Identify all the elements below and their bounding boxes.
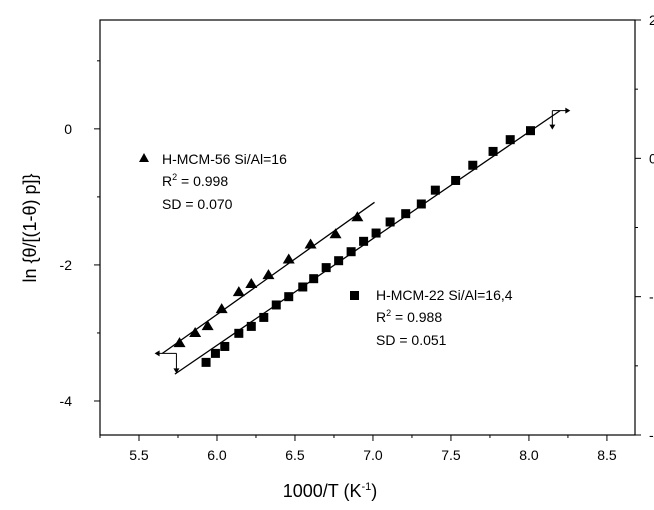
arrow-head <box>549 124 556 130</box>
data-point-h-mcm-22 <box>234 328 244 338</box>
legend-marker-h-mcm-22 <box>350 291 359 300</box>
x-axis-title-close: ) <box>371 481 377 501</box>
data-point-h-mcm-56 <box>329 228 342 239</box>
data-point-h-mcm-22 <box>321 263 331 273</box>
data-point-h-mcm-22 <box>210 348 220 358</box>
arrow-head <box>154 350 160 357</box>
left-y-tick-label: -4 <box>60 393 73 409</box>
right-y-tick-label: 2 <box>649 12 654 28</box>
x-tick-label: 7.0 <box>363 447 383 463</box>
data-point-h-mcm-22 <box>359 236 369 246</box>
right-y-tick-label: 0 <box>649 150 654 166</box>
data-point-h-mcm-22 <box>271 300 281 310</box>
x-tick-label: 5.5 <box>129 447 149 463</box>
data-point-h-mcm-22 <box>346 247 356 257</box>
sd-annotation-h-mcm-22: SD = 0.051 <box>376 332 447 348</box>
x-axis-ticks: 5.5 6.0 6.5 7.0 7.5 8.0 8.5 <box>99 435 617 463</box>
x-tick-label: 7.5 <box>441 447 461 463</box>
data-point-h-mcm-22 <box>201 357 211 367</box>
data-point-h-mcm-56 <box>245 277 258 288</box>
x-tick-label: 8.0 <box>519 447 539 463</box>
data-point-h-mcm-22 <box>505 135 515 145</box>
data-point-h-mcm-22 <box>401 209 411 219</box>
right-y-tick-label: -4 <box>649 427 654 443</box>
r2-annotation-h-mcm-22: R2 = 0.988 <box>376 308 442 325</box>
data-point-h-mcm-22 <box>334 256 344 266</box>
y-axis-title: ln {θ/[(1-θ) p]} <box>20 173 40 282</box>
data-point-h-mcm-22 <box>309 274 319 284</box>
data-point-h-mcm-22 <box>416 199 426 209</box>
right-y-tick-label: -2 <box>649 289 654 305</box>
sd-annotation-h-mcm-56: SD = 0.070 <box>162 196 233 212</box>
data-point-h-mcm-56 <box>173 337 186 348</box>
data-point-h-mcm-56 <box>189 326 202 337</box>
data-points <box>173 126 535 367</box>
arrow-head <box>565 107 571 114</box>
axis-indicator-arrows <box>154 107 571 374</box>
legend-label-h-mcm-22: H-MCM-22 Si/Al=16,4 <box>376 287 513 303</box>
x-tick-label: 6.5 <box>285 447 305 463</box>
data-point-h-mcm-22 <box>259 312 269 322</box>
data-point-h-mcm-22 <box>298 282 308 292</box>
x-tick-label: 8.5 <box>597 447 617 463</box>
data-point-h-mcm-22 <box>468 160 478 170</box>
right-y-axis-ticks: 2 0 -2 -4 <box>635 12 654 443</box>
data-point-h-mcm-56 <box>351 211 364 222</box>
left-y-tick-label: -2 <box>60 257 73 273</box>
legend-marker-h-mcm-56 <box>139 153 149 162</box>
data-point-h-mcm-56 <box>282 253 295 264</box>
left-y-axis-ticks: 0 -2 -4 <box>60 60 100 409</box>
r2-annotation-h-mcm-56: R2 = 0.998 <box>162 172 228 189</box>
data-point-h-mcm-22 <box>488 146 498 156</box>
data-point-h-mcm-56 <box>262 269 275 280</box>
data-point-h-mcm-22 <box>246 321 256 331</box>
data-point-h-mcm-22 <box>525 126 535 136</box>
data-point-h-mcm-56 <box>232 286 245 297</box>
data-point-h-mcm-22 <box>430 185 440 195</box>
data-point-h-mcm-22 <box>284 292 294 302</box>
x-axis-title-exponent: -1 <box>361 481 371 493</box>
data-point-h-mcm-22 <box>451 175 461 185</box>
plot-frame <box>99 19 636 436</box>
data-point-h-mcm-56 <box>215 303 228 314</box>
arrow-head <box>173 368 180 374</box>
data-point-h-mcm-22 <box>220 341 230 351</box>
legend-label-h-mcm-56: H-MCM-56 Si/Al=16 <box>162 151 287 167</box>
data-point-h-mcm-56 <box>304 238 317 249</box>
left-y-tick-label: 0 <box>64 121 72 137</box>
x-axis-title: 1000/T (K-1) <box>283 481 378 501</box>
data-point-h-mcm-22 <box>385 217 395 227</box>
data-point-h-mcm-22 <box>371 228 381 238</box>
data-point-h-mcm-56 <box>201 320 214 331</box>
x-tick-label: 6.0 <box>207 447 227 463</box>
